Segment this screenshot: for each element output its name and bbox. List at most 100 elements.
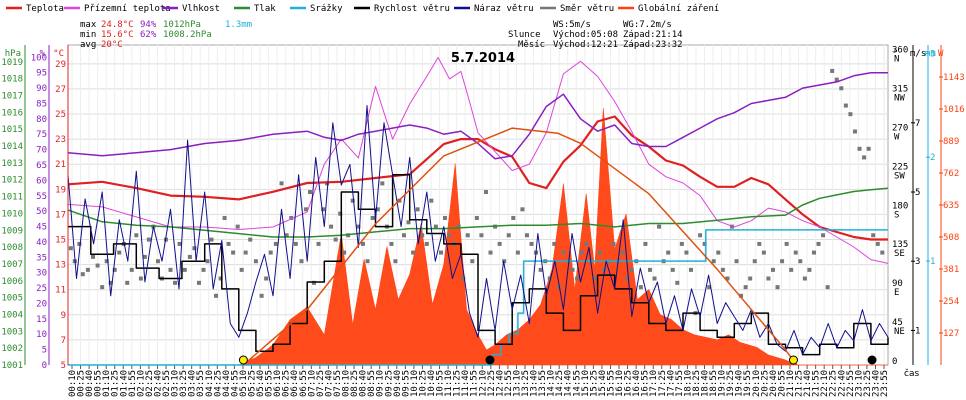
wind-direction-point (684, 250, 689, 255)
y-tick-label-pct: 60 (36, 176, 47, 186)
y-tick-label-pct: 0 (42, 361, 47, 371)
stat-label: max (80, 20, 97, 30)
y-tick-label-dir: 45 (892, 318, 903, 328)
y-tick-label-temp: 9 (61, 311, 66, 321)
wind-direction-point (584, 241, 589, 246)
y-tick-label-ms: 5 (915, 188, 920, 198)
y-tick-label-dir-compass: SE (894, 249, 905, 259)
y-tick-label-dir-compass: S (894, 210, 899, 220)
wind-direction-point (707, 285, 712, 290)
y-tick-label-dir-compass: SW (894, 171, 905, 181)
x-tick-label: 10:25 (418, 370, 428, 397)
wind-direction-point (279, 181, 284, 186)
wind-direction-point (739, 293, 744, 298)
wind-direction-point (757, 241, 762, 246)
x-tick-label: 09:10 (376, 370, 386, 397)
wind-direction-point (85, 267, 90, 272)
y-tick-label-temp: 25 (55, 110, 66, 120)
y-tick-label-hpa: 1003 (1, 327, 23, 337)
y-tick-label-wm2: 1143 (943, 73, 965, 83)
wind-direction-point (734, 259, 739, 264)
x-tick-label: 05:25 (247, 370, 257, 397)
wind-direction-point (134, 233, 139, 238)
series-line-rychlost-větru (68, 173, 889, 356)
wind-direction-point (502, 259, 507, 264)
wind-direction-point (488, 250, 493, 255)
x-tick-label: 00:25 (77, 370, 87, 397)
x-tick-label: 17:25 (658, 370, 668, 397)
wind-direction-point (575, 276, 580, 281)
y-tick-label-mm: 1 (930, 257, 935, 267)
wind-direction-point (77, 241, 82, 246)
wind-direction-point (360, 241, 365, 246)
wind-direction-point (146, 237, 151, 242)
y-tick-label-ms: 7 (915, 119, 920, 129)
x-tick-label: 11:40 (461, 370, 471, 397)
stat-temp: 20°C (101, 40, 123, 50)
wind-direction-point (470, 259, 475, 264)
y-tick-label-wm2: 254 (943, 297, 959, 307)
wind-direction-point (293, 241, 298, 246)
y-tick-label-pct: 20 (36, 299, 47, 309)
wind-direction-point (187, 254, 192, 259)
x-tick-label: 13:40 (530, 370, 540, 397)
wind-direction-point (816, 241, 821, 246)
wind-direction-point (620, 250, 625, 255)
y-tick-label-wm2: 762 (943, 169, 959, 179)
wind-direction-point (725, 276, 730, 281)
x-tick-label: 17:10 (649, 370, 659, 397)
y-tick-label-hpa: 1018 (1, 75, 23, 85)
x-tick-label: 18:25 (692, 370, 702, 397)
y-tick-label-wm2: 127 (943, 329, 959, 339)
wind-direction-point (284, 233, 289, 238)
wind-direction-point (182, 267, 187, 272)
wind-direction-point (125, 280, 130, 285)
y-tick-label-wm2: 381 (943, 265, 959, 275)
y-tick-label-wm2: 889 (943, 137, 959, 147)
wind-direction-point (552, 241, 557, 246)
wind-direction-point (716, 250, 721, 255)
axis-unit-ms: m/s (910, 49, 926, 59)
wind-direction-point (638, 285, 643, 290)
y-tick-label-hpa: 1014 (1, 142, 23, 152)
wind-direction-point (793, 250, 798, 255)
x-tick-label: 11:25 (453, 370, 463, 397)
wind-direction-point (679, 241, 684, 246)
x-tick-label: 21:10 (786, 370, 796, 397)
x-tick-label: 10:10 (410, 370, 420, 397)
wind-direction-point (253, 259, 258, 264)
y-tick-label-temp: 27 (55, 85, 66, 95)
x-tick-label: 08:25 (350, 370, 360, 397)
wind-direction-point (479, 233, 484, 238)
wind-direction-point (447, 233, 452, 238)
y-tick-label-hpa: 1001 (1, 361, 23, 371)
y-tick-label-pct: 80 (36, 115, 47, 125)
wind-direction-point (761, 250, 766, 255)
x-tick-label: 15:40 (598, 370, 608, 397)
wind-direction-point (524, 233, 529, 238)
wind-direction-point (698, 233, 703, 238)
wind-direction-point (597, 250, 602, 255)
wind-direction-point (365, 259, 370, 264)
x-tick-label: 14:10 (547, 370, 557, 397)
wind-direction-point (401, 233, 406, 238)
wind-direction-point (100, 285, 105, 290)
wind-direction-point (780, 259, 785, 264)
x-tick-label: 21:55 (812, 370, 822, 397)
legend-label: Globální záření (638, 4, 719, 14)
wind-direction-point (321, 207, 326, 212)
y-tick-label-hpa: 1002 (1, 344, 23, 354)
legend-label: Tlak (254, 4, 276, 14)
wind-direction-point (214, 293, 219, 298)
wind-direction-point (235, 224, 240, 229)
stat-humidity: 62% (140, 30, 157, 40)
y-tick-label-hpa: 1016 (1, 108, 23, 118)
x-tick-label: 12:10 (478, 370, 488, 397)
x-tick-label: 23:55 (880, 370, 890, 397)
x-tick-label: 06:55 (299, 370, 309, 397)
x-tick-label: 22:55 (846, 370, 856, 397)
x-tick-label: 16:25 (624, 370, 634, 397)
wind-direction-point (811, 250, 816, 255)
x-tick-label: 15:55 (606, 370, 616, 397)
wind-direction-point (720, 267, 725, 272)
